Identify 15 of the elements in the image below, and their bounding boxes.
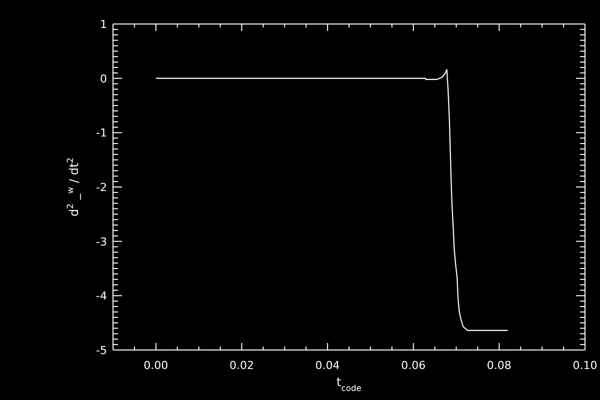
y-tick-label: 1 [100,18,107,31]
line-series [155,69,508,331]
y-tick-label: -2 [96,180,107,194]
x-tick-label: 0.02 [229,359,254,372]
y-tick-label: -5 [96,344,107,357]
y-tick-label: 0 [100,72,107,86]
y-tick-label: -3 [96,235,107,248]
y-tick-label: -1 [96,126,107,140]
x-tick-label: 0.04 [315,359,340,372]
x-tick-label: 0.00 [144,359,168,372]
x-tick-label: 0.06 [401,359,426,372]
x-axis-title: t$_{code}$ [336,375,362,393]
x-tick-label: 0.10 [572,359,598,372]
y-tick-label: -4 [96,290,107,303]
x-tick-label: 0.08 [486,359,512,372]
